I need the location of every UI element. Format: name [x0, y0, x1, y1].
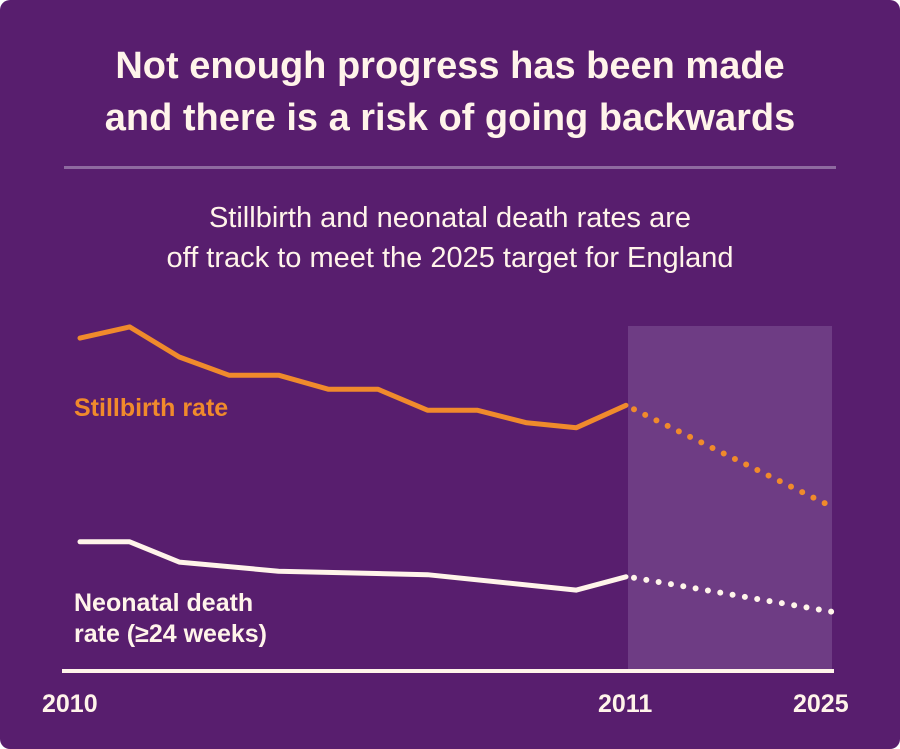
- headline: Not enough progress has been made and th…: [0, 40, 900, 144]
- headline-line: and there is a risk of going backwards: [104, 97, 796, 139]
- series-line-neonatal: [77, 539, 629, 593]
- neonatal-series-label: Neonatal death rate (≥24 weeks): [74, 588, 267, 650]
- x-tick-label: 2025: [793, 690, 849, 718]
- neonatal-label-line: Neonatal death: [74, 589, 254, 617]
- projection-line-neonatal: [631, 574, 835, 615]
- x-tick-label: 2011: [598, 690, 653, 718]
- headline-line: Not enough progress has been made: [115, 45, 785, 87]
- divider: [64, 166, 836, 169]
- chart-subtitle: Stillbirth and neonatal death rates are …: [0, 198, 900, 278]
- x-tick-label: 2010: [42, 690, 98, 718]
- subtitle-line: Stillbirth and neonatal death rates are: [208, 202, 692, 234]
- subtitle-line: off track to meet the 2025 target for En…: [166, 242, 734, 274]
- neonatal-label-line: rate (≥24 weeks): [74, 620, 267, 648]
- stillbirth-series-label: Stillbirth rate: [74, 394, 229, 422]
- projection-line-stillbirth: [631, 406, 835, 510]
- series-line-stillbirth: [77, 324, 629, 431]
- projection-band: [628, 326, 832, 671]
